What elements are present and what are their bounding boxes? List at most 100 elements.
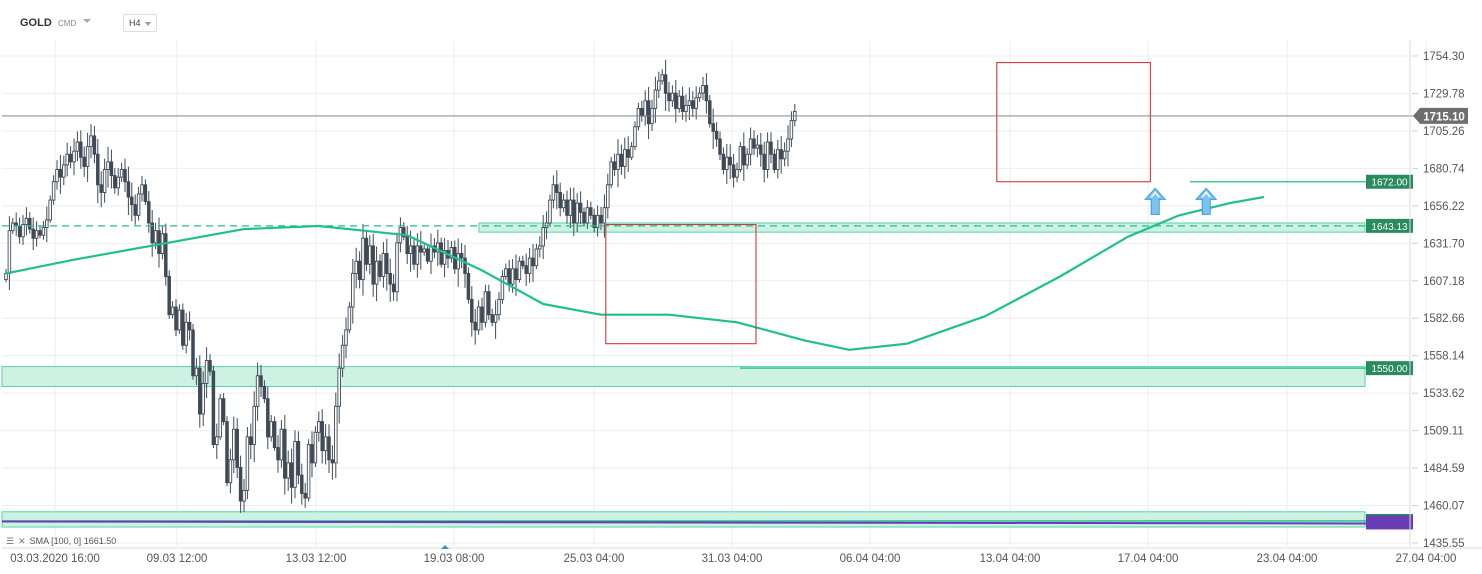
bear-candle [164, 233, 168, 277]
bull-candle [228, 459, 233, 484]
bull-candle [504, 268, 508, 277]
bear-candle [558, 191, 562, 209]
bull-candle [269, 421, 273, 438]
bull-candle [510, 268, 515, 285]
purple-price-box [1366, 515, 1413, 530]
level-price-box [1366, 218, 1413, 233]
bear-candle [187, 321, 192, 331]
bear-candle [276, 447, 280, 461]
level-price-box [1366, 174, 1413, 189]
bear-candle [663, 74, 668, 94]
bear-candle [330, 459, 335, 464]
bull-candle [575, 202, 579, 224]
bear-candle [198, 367, 202, 415]
bear-candle [357, 260, 362, 280]
bear-candle [249, 436, 253, 445]
symbol-dropdown-icon[interactable] [83, 19, 91, 23]
bear-candle [555, 184, 559, 193]
chart-header: GOLD CMD H4 [0, 0, 1482, 46]
bull-candle [204, 360, 209, 384]
bear-candle [419, 245, 423, 253]
bull-candle [541, 227, 545, 247]
bear-candle [487, 291, 491, 316]
bear-candle [572, 199, 576, 224]
bull-candle [48, 199, 52, 221]
bear-candle [371, 245, 375, 285]
bear-candle [181, 309, 185, 346]
bull-candle [293, 441, 297, 488]
y-tick-label: 1558.14 [1423, 351, 1465, 363]
bear-candle [405, 236, 409, 255]
level-price-label: 1643.13 [1371, 222, 1408, 233]
bear-candle [266, 398, 270, 438]
bull-candle [361, 237, 365, 280]
bull-candle [119, 169, 124, 178]
bear-candle [473, 321, 477, 331]
bear-candle [459, 253, 464, 259]
bull-candle [755, 144, 760, 149]
bull-candle [415, 245, 420, 265]
y-tick-label: 1656.22 [1423, 201, 1465, 213]
bull-candle [657, 80, 661, 91]
bear-candle [68, 153, 73, 163]
bear-candle [759, 144, 763, 155]
bear-candle [531, 257, 535, 267]
timeframe-select[interactable]: H4 [123, 14, 157, 32]
symbol-name[interactable]: GOLD [20, 17, 52, 29]
bear-candle [126, 181, 131, 198]
bull-candle [782, 150, 787, 160]
arrow-highlight [1150, 191, 1160, 198]
bull-candle [177, 309, 182, 331]
bull-candle [317, 421, 321, 433]
bull-candle [616, 153, 620, 170]
bear-candle [646, 100, 651, 125]
bear-candle [364, 237, 369, 265]
bear-candle [772, 153, 777, 170]
bull-candle [245, 436, 250, 491]
bear-candle [58, 169, 63, 178]
bull-candle [306, 444, 311, 499]
bear-candle [640, 107, 644, 117]
bull-candle [65, 153, 69, 166]
bull-candle [765, 141, 770, 170]
bull-candle [11, 222, 15, 232]
bear-candle [514, 268, 518, 280]
timeframe-value: H4 [129, 18, 141, 28]
bull-candle [381, 253, 386, 277]
bear-candle [235, 428, 239, 468]
bull-candle [337, 367, 341, 407]
menu-icon[interactable]: ☰ [6, 536, 15, 546]
support-zone [1, 511, 1366, 528]
bull-candle [21, 224, 25, 238]
x-tick-label: 23.04 04:00 [1257, 553, 1318, 565]
bear-candle [619, 153, 624, 167]
bull-candle [538, 245, 542, 250]
bear-candle [592, 214, 596, 229]
bull-candle [194, 367, 199, 377]
bull-candle [313, 431, 318, 464]
bull-candle [422, 248, 426, 253]
bull-candle [534, 248, 539, 267]
bull-candle [636, 107, 641, 128]
sma-value: 1661.50 [83, 536, 117, 546]
purple-level-line [1, 520, 1367, 525]
y-tick-label: 1582.66 [1423, 313, 1465, 325]
consolidation-box-1 [605, 223, 757, 345]
bull-candle [684, 104, 688, 112]
bear-candle [507, 268, 511, 285]
y-tick-label: 1729.78 [1423, 88, 1465, 100]
bull-candle [201, 382, 205, 415]
close-icon[interactable]: ✕ [18, 536, 26, 546]
bull-candle [323, 436, 328, 452]
current-price-label: 1715.10 [1423, 111, 1465, 123]
bear-candle [238, 466, 243, 502]
bull-candle [735, 169, 739, 178]
bear-candle [310, 444, 314, 464]
bear-candle [300, 474, 304, 494]
bull-candle [89, 135, 93, 148]
y-tick-label: 1484.59 [1423, 463, 1465, 475]
bull-candle [368, 245, 372, 265]
bull-candle [255, 375, 260, 407]
bull-candle [34, 230, 39, 239]
